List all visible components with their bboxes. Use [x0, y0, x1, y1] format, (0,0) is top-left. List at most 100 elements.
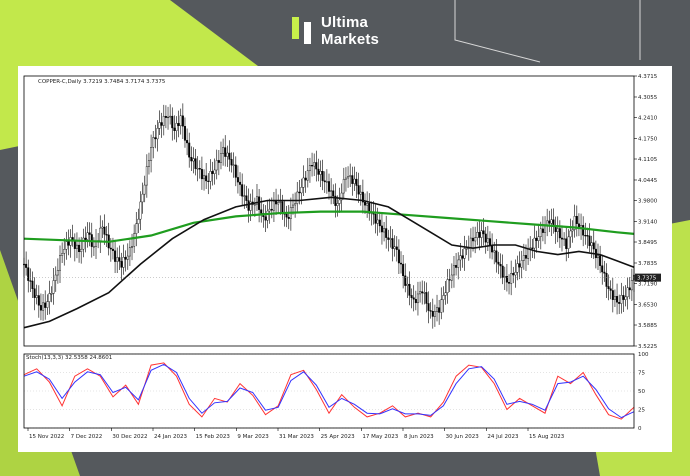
- candle-body: [105, 234, 108, 236]
- candle-body: [203, 175, 206, 180]
- candle-body: [452, 265, 455, 276]
- candle-body: [306, 170, 309, 181]
- candle-body: [537, 236, 540, 241]
- candle-body: [80, 248, 83, 253]
- candle-body: [116, 257, 119, 262]
- candle-body: [476, 232, 479, 238]
- candle-body: [351, 175, 354, 184]
- candle-body: [368, 203, 371, 214]
- candle-body: [620, 295, 623, 304]
- candle-body: [427, 303, 430, 311]
- candle-body: [423, 292, 426, 294]
- candle-body: [628, 287, 631, 291]
- candle-body: [82, 237, 85, 250]
- candle-body: [400, 262, 403, 265]
- candle-body: [135, 223, 138, 234]
- candle-body: [124, 257, 127, 260]
- candle-body: [626, 287, 629, 298]
- candle-body: [232, 164, 235, 166]
- candle-body: [173, 127, 176, 131]
- candle-body: [319, 171, 322, 175]
- candle-body: [141, 193, 144, 203]
- candle-body: [311, 165, 314, 167]
- candle-body: [236, 177, 239, 183]
- candle-body: [573, 215, 576, 230]
- candle-body: [37, 295, 40, 306]
- candle-body: [198, 168, 201, 170]
- price-tick-label: 4.0445: [638, 178, 658, 184]
- candle-body: [397, 249, 400, 264]
- current-price-box: [635, 273, 661, 282]
- candle-body: [338, 199, 341, 204]
- stoch-tick-label: 75: [638, 371, 645, 377]
- candle-body: [205, 175, 208, 182]
- candle-body: [59, 255, 62, 271]
- candle-body: [247, 200, 250, 211]
- candle-body: [336, 203, 339, 206]
- candle-body: [469, 237, 472, 248]
- candle-body: [438, 307, 441, 313]
- stoch-header: Stoch(13,3,3) 32.5358 24.8601: [26, 355, 112, 361]
- candle-body: [522, 255, 525, 261]
- candle-body: [630, 280, 633, 291]
- x-tick-label: 9 Mar 2023: [237, 434, 269, 440]
- candle-body: [567, 236, 570, 249]
- candle-body: [408, 283, 411, 296]
- candle-body: [550, 219, 553, 224]
- main-chart-header: COPPER-C,Daily 3.7219 3.7484 3.7174 3.73…: [38, 79, 166, 85]
- candle-body: [181, 115, 184, 127]
- x-tick-label: 24 Jan 2023: [154, 434, 187, 440]
- candle-body: [474, 237, 477, 242]
- candle-body: [255, 196, 258, 205]
- copper-chart: 4.3715 4.3055 4.2410 4.1750 4.1105 4.0445 3.98…: [22, 74, 661, 440]
- ultima-markets-logo: Ultima Markets: [291, 14, 411, 52]
- candle-body: [366, 203, 369, 206]
- candle-body: [272, 200, 275, 211]
- price-tick-label: 3.7835: [638, 261, 658, 267]
- candle-body: [308, 165, 311, 171]
- price-tick-label: 3.9800: [638, 199, 658, 205]
- candle-body: [33, 288, 36, 298]
- candle-body: [419, 291, 422, 295]
- candle-body: [582, 225, 585, 236]
- candle-body: [114, 250, 117, 262]
- candle-body: [275, 200, 278, 205]
- candle-body: [215, 160, 218, 171]
- candle-body: [465, 248, 468, 250]
- candle-body: [50, 293, 53, 295]
- candle-body: [442, 295, 445, 300]
- x-tick-label: 15 Nov 2022: [29, 434, 64, 440]
- candle-body: [444, 292, 447, 296]
- current-price-marker: 3.7375: [24, 273, 661, 282]
- candle-body: [133, 233, 136, 247]
- candle-body: [268, 208, 271, 212]
- candle-body: [75, 244, 78, 249]
- candle-body: [239, 181, 242, 185]
- candle-body: [416, 293, 419, 304]
- stoch-series-line: [23, 363, 635, 419]
- candle-body: [446, 279, 449, 293]
- candle-body: [217, 160, 220, 163]
- candle-body: [596, 255, 599, 259]
- candle-body: [412, 297, 415, 300]
- candle-body: [54, 274, 57, 281]
- sma-green-line: [23, 210, 635, 243]
- candle-body: [164, 115, 167, 118]
- candle-body: [546, 220, 549, 225]
- candle-body: [484, 233, 487, 243]
- candle-body: [171, 115, 174, 129]
- candle-body: [480, 230, 483, 238]
- candle-body: [560, 237, 563, 240]
- candle-body: [353, 178, 356, 184]
- candle-body: [158, 122, 161, 129]
- candle-body: [571, 229, 574, 232]
- candle-body: [228, 152, 231, 160]
- candle-body: [200, 169, 203, 180]
- candle-body: [410, 295, 413, 298]
- chart-panel: 4.3715 4.3055 4.2410 4.1750 4.1105 4.0445 3.98…: [18, 66, 672, 452]
- candle-body: [387, 237, 390, 240]
- candle-body: [111, 248, 114, 251]
- candle-body: [558, 228, 561, 239]
- candle-body: [63, 249, 66, 254]
- candle-body: [533, 237, 536, 249]
